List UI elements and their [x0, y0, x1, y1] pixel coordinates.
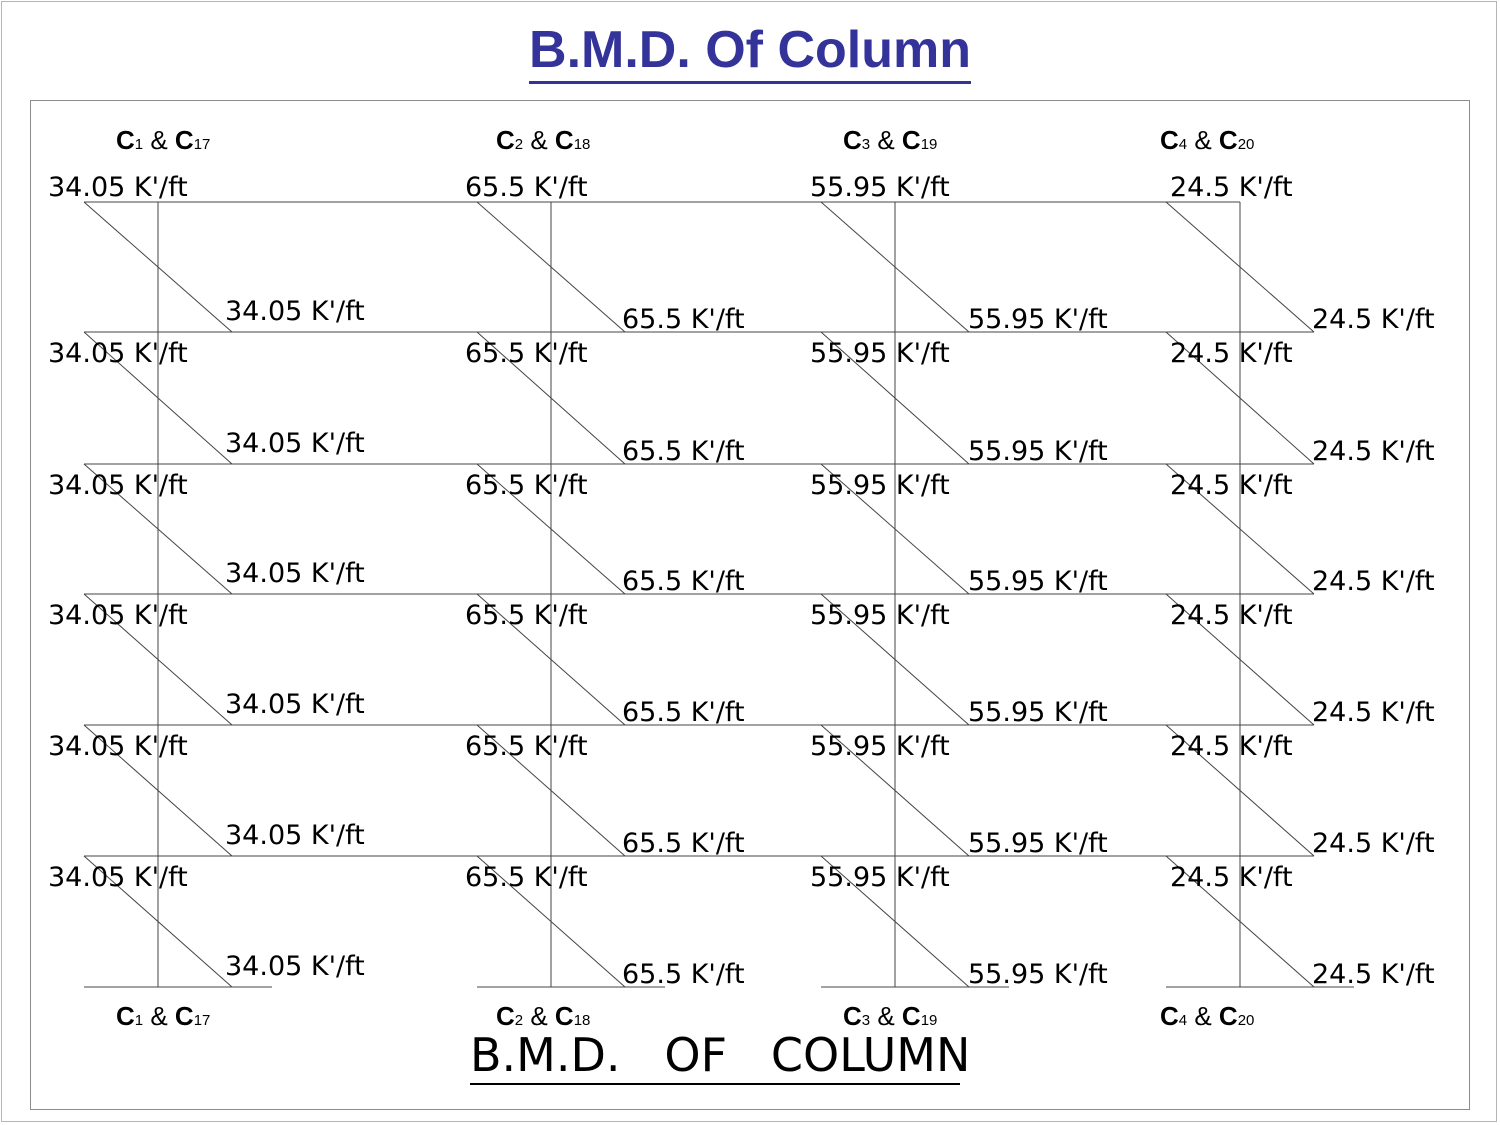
moment-bottom-label: 24.5 K'/ft — [1312, 436, 1435, 467]
moment-diagonal-c2-s1 — [476, 201, 626, 333]
moment-bottom-label: 65.5 K'/ft — [622, 436, 745, 467]
moment-bottom-label: 24.5 K'/ft — [1312, 959, 1435, 990]
moment-diagonal-c2-s5 — [476, 724, 626, 857]
moment-bottom-label: 24.5 K'/ft — [1312, 828, 1435, 859]
moment-bottom-label: 34.05 K'/ft — [225, 296, 365, 327]
moment-bottom-label: 65.5 K'/ft — [622, 566, 745, 597]
moment-diagonal-c3-s4 — [820, 593, 970, 726]
moment-bottom-label: 34.05 K'/ft — [225, 428, 365, 459]
moment-diagonal-c1-s6 — [83, 855, 233, 988]
moment-bottom-label: 65.5 K'/ft — [622, 697, 745, 728]
moment-diagonal-c3-s1 — [820, 201, 970, 333]
moment-diagonal-c2-s4 — [476, 593, 626, 726]
moment-diagonal-c3-s2 — [820, 331, 970, 465]
moment-bottom-label: 24.5 K'/ft — [1312, 304, 1435, 335]
moment-bottom-label: 34.05 K'/ft — [225, 558, 365, 589]
moment-top-label: 55.95 K'/ft — [810, 338, 950, 369]
column-label-bottom-c2: C2 & C18 — [496, 1001, 590, 1031]
moment-bottom-label: 24.5 K'/ft — [1312, 697, 1435, 728]
moment-bottom-label: 65.5 K'/ft — [622, 304, 745, 335]
moment-top-label: 65.5 K'/ft — [465, 338, 588, 369]
moment-diagonal-c4-s1 — [1165, 201, 1315, 333]
moment-diagonal-c4-s3 — [1165, 463, 1315, 595]
moment-bottom-label: 34.05 K'/ft — [225, 689, 365, 720]
moment-top-label: 65.5 K'/ft — [465, 172, 588, 203]
moment-top-label: 24.5 K'/ft — [1170, 600, 1293, 631]
moment-bottom-label: 34.05 K'/ft — [225, 951, 365, 982]
moment-diagonal-c1-s3 — [83, 463, 233, 595]
moment-diagonal-c1-s5 — [83, 724, 233, 857]
moment-diagonal-c2-s2 — [476, 331, 626, 465]
moment-bottom-label: 24.5 K'/ft — [1312, 566, 1435, 597]
moment-top-label: 55.95 K'/ft — [810, 600, 950, 631]
moment-top-label: 65.5 K'/ft — [465, 600, 588, 631]
moment-bottom-label: 55.95 K'/ft — [968, 697, 1108, 728]
moment-top-label: 24.5 K'/ft — [1170, 338, 1293, 369]
moment-top-label: 65.5 K'/ft — [465, 470, 588, 501]
moment-top-label: 24.5 K'/ft — [1170, 470, 1293, 501]
moment-diagonal-c4-s6 — [1165, 855, 1315, 988]
moment-top-label: 34.05 K'/ft — [48, 172, 188, 203]
bottom-title: B.M.D. OF COLUMN — [470, 1028, 971, 1082]
moment-top-label: 34.05 K'/ft — [48, 470, 188, 501]
moment-diagonal-c1-s4 — [83, 593, 233, 726]
bottom-title-underline — [470, 1083, 960, 1085]
moment-top-label: 34.05 K'/ft — [48, 862, 188, 893]
drawing-frame — [30, 100, 1470, 1110]
moment-top-label: 24.5 K'/ft — [1170, 172, 1293, 203]
column-label-bottom-c1: C1 & C17 — [116, 1001, 210, 1031]
moment-top-label: 34.05 K'/ft — [48, 600, 188, 631]
moment-bottom-label: 34.05 K'/ft — [225, 820, 365, 851]
moment-top-label: 24.5 K'/ft — [1170, 731, 1293, 762]
column-label-top-c4: C4 & C20 — [1160, 125, 1254, 155]
moment-top-label: 24.5 K'/ft — [1170, 862, 1293, 893]
moment-top-label: 55.95 K'/ft — [810, 470, 950, 501]
moment-top-label: 65.5 K'/ft — [465, 862, 588, 893]
moment-diagonal-c1-s1 — [83, 201, 233, 333]
moment-diagonal-c2-s6 — [476, 855, 626, 988]
moment-top-label: 55.95 K'/ft — [810, 862, 950, 893]
moment-diagonal-c3-s5 — [820, 724, 970, 857]
column-label-top-c1: C1 & C17 — [116, 125, 210, 155]
moment-bottom-label: 55.95 K'/ft — [968, 566, 1108, 597]
moment-diagonal-c1-s2 — [83, 331, 233, 465]
moment-diagonal-c2-s3 — [476, 463, 626, 595]
moment-bottom-label: 55.95 K'/ft — [968, 959, 1108, 990]
moment-diagonal-c4-s4 — [1165, 593, 1315, 726]
column-label-bottom-c3: C3 & C19 — [843, 1001, 937, 1031]
moment-diagonal-c4-s2 — [1165, 331, 1315, 465]
column-label-top-c2: C2 & C18 — [496, 125, 590, 155]
moment-bottom-label: 65.5 K'/ft — [622, 959, 745, 990]
column-label-bottom-c4: C4 & C20 — [1160, 1001, 1254, 1031]
column-label-top-c3: C3 & C19 — [843, 125, 937, 155]
moment-bottom-label: 55.95 K'/ft — [968, 304, 1108, 335]
moment-top-label: 34.05 K'/ft — [48, 338, 188, 369]
moment-top-label: 65.5 K'/ft — [465, 731, 588, 762]
moment-diagonal-c4-s5 — [1165, 724, 1315, 857]
page-title: B.M.D. Of Column — [0, 21, 1500, 84]
moment-bottom-label: 55.95 K'/ft — [968, 828, 1108, 859]
moment-bottom-label: 55.95 K'/ft — [968, 436, 1108, 467]
moment-top-label: 55.95 K'/ft — [810, 731, 950, 762]
moment-top-label: 55.95 K'/ft — [810, 172, 950, 203]
moment-diagonal-c3-s3 — [820, 463, 970, 595]
moment-diagonal-c3-s6 — [820, 855, 970, 988]
moment-top-label: 34.05 K'/ft — [48, 731, 188, 762]
moment-bottom-label: 65.5 K'/ft — [622, 828, 745, 859]
